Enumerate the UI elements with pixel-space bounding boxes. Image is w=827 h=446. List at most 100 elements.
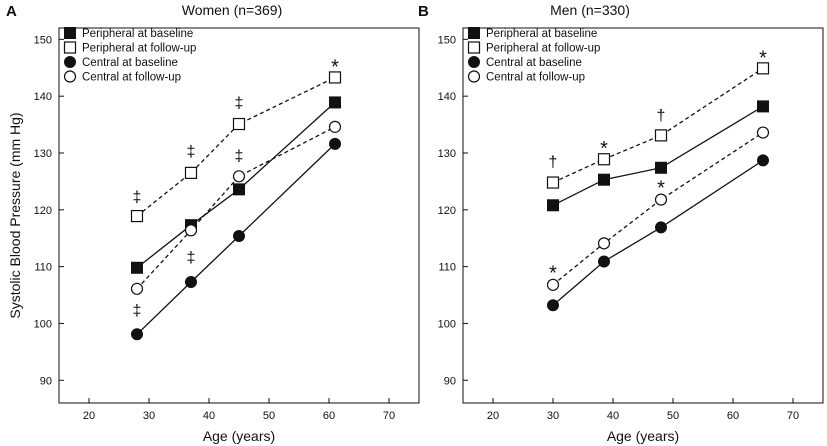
- data-point: [329, 137, 341, 150]
- significance-marker: *: [759, 47, 767, 69]
- data-point: [130, 209, 144, 223]
- plot-frame: [58, 27, 420, 404]
- plot-frame: [462, 27, 824, 404]
- data-point: [131, 261, 143, 274]
- significance-marker: †: [549, 154, 558, 171]
- significance-marker: *: [549, 263, 557, 285]
- chart-title: Women (n=369): [182, 2, 283, 18]
- y-tick-label: 140: [438, 91, 456, 103]
- data-point: [184, 224, 198, 237]
- series-line-3: [136, 126, 336, 290]
- data-point: [130, 282, 144, 295]
- significance-marker: *: [657, 177, 665, 199]
- y-tick-label: 120: [438, 205, 456, 217]
- significance-marker: †: [657, 108, 666, 125]
- data-point: [655, 161, 667, 174]
- series-line-3: [552, 131, 764, 286]
- data-point: [546, 176, 560, 189]
- data-point: [757, 154, 769, 167]
- x-tick-label: 20: [83, 410, 95, 422]
- significance-marker: ‡: [133, 302, 142, 319]
- data-point: [232, 170, 246, 183]
- legend-label: Central at baseline: [82, 57, 178, 69]
- data-point: [131, 328, 143, 341]
- data-point: [328, 120, 342, 133]
- x-axis-title: Age (years): [203, 428, 275, 444]
- y-tick-label: 110: [34, 262, 52, 274]
- legend-marker: [468, 27, 480, 39]
- legend-label: Peripheral at follow-up: [82, 43, 196, 55]
- x-tick-label: 60: [727, 410, 739, 422]
- x-tick-label: 30: [547, 410, 559, 422]
- data-point: [597, 153, 611, 166]
- data-point: [598, 173, 610, 186]
- data-point: [329, 96, 341, 109]
- x-tick-label: 20: [487, 410, 499, 422]
- legend-marker: [64, 27, 76, 39]
- x-tick-label: 70: [787, 410, 799, 422]
- legend-label: Central at follow-up: [82, 72, 181, 84]
- legend-marker: [467, 41, 481, 54]
- series-line-2: [552, 159, 764, 306]
- data-point: [184, 166, 198, 179]
- x-tick-label: 40: [203, 410, 215, 422]
- x-tick-label: 50: [263, 410, 275, 422]
- y-tick-label: 90: [444, 375, 456, 387]
- x-tick-label: 50: [667, 410, 679, 422]
- x-tick-label: 30: [143, 410, 155, 422]
- x-tick-label: 40: [607, 410, 619, 422]
- y-tick-label: 130: [438, 148, 456, 160]
- data-point: [655, 221, 667, 234]
- significance-marker: ‡: [133, 189, 142, 206]
- legend-label: Peripheral at baseline: [82, 28, 193, 40]
- panel-women: A Women (n=369) 90 100 110 120 130 140 150 20 30 40…: [6, 2, 420, 444]
- significance-marker: ‡: [235, 148, 244, 165]
- data-point: [654, 193, 668, 206]
- data-point: [547, 199, 559, 212]
- y-tick-label: 110: [438, 262, 456, 274]
- y-tick-label: 140: [34, 91, 52, 103]
- series-line-1: [552, 67, 764, 184]
- legend-label: Central at follow-up: [486, 72, 585, 84]
- data-point: [233, 183, 245, 196]
- y-tick-label: 130: [34, 148, 52, 160]
- data-point: [185, 275, 197, 288]
- data-point: [597, 237, 611, 250]
- significance-marker: *: [331, 56, 339, 78]
- data-point: [546, 278, 560, 291]
- y-tick-label: 150: [34, 34, 52, 46]
- data-point: [756, 62, 770, 75]
- legend-marker: [467, 70, 481, 83]
- significance-marker: ‡: [187, 143, 196, 160]
- significance-marker: ‡: [235, 95, 244, 112]
- data-point: [756, 126, 770, 139]
- series-line-0: [136, 101, 336, 269]
- x-axis-title: Age (years): [607, 428, 679, 444]
- y-tick-label: 120: [34, 205, 52, 217]
- y-tick-label: 90: [40, 375, 52, 387]
- y-axis-title: Systolic Blood Pressure (mm Hg): [7, 112, 23, 318]
- legend-label: Central at baseline: [486, 57, 582, 69]
- data-point: [654, 129, 668, 142]
- series-line-2: [136, 143, 336, 335]
- chart-title: Men (n=330): [550, 2, 630, 18]
- data-point: [598, 255, 610, 268]
- data-point: [232, 117, 246, 131]
- panel-men: B Men (n=330) 90 100 110 120 130 140 150 20 30 40 50…: [418, 2, 824, 444]
- y-tick-label: 100: [438, 318, 456, 330]
- legend-marker: [64, 56, 76, 68]
- legend-label: Peripheral at baseline: [486, 28, 597, 40]
- legend-label: Peripheral at follow-up: [486, 43, 600, 55]
- data-point: [328, 71, 342, 84]
- panel-letter: B: [418, 3, 429, 20]
- legend-marker: [468, 56, 480, 68]
- data-point: [233, 229, 245, 242]
- legend-marker: [63, 70, 77, 83]
- y-tick-label: 100: [34, 318, 52, 330]
- series-line-1: [136, 76, 336, 217]
- panel-letter: A: [6, 3, 17, 20]
- significance-marker: *: [600, 138, 608, 160]
- x-tick-label: 70: [383, 410, 395, 422]
- y-tick-label: 150: [438, 34, 456, 46]
